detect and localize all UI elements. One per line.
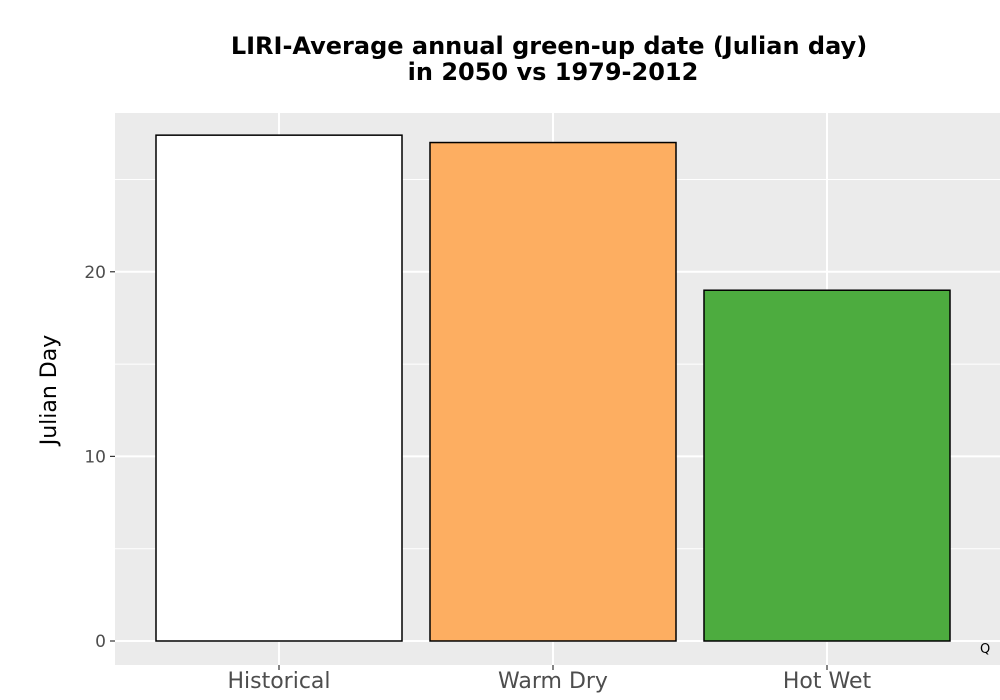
x-tick-label: Historical	[227, 669, 330, 694]
bars	[155, 134, 951, 642]
x-axis: Historical Warm Dry Hot Wet	[227, 665, 871, 694]
x-tick-label: Warm Dry	[498, 669, 608, 694]
y-axis: 0 10 20	[84, 263, 115, 652]
y-tick-label: 20	[84, 263, 106, 283]
y-tick-label: 10	[84, 447, 106, 467]
y-tick-label: 0	[95, 632, 106, 652]
chart-title-line-1: LIRI-Average annual green-up date (Julia…	[231, 32, 867, 60]
bar-historical	[155, 134, 403, 642]
bar-warm-dry	[429, 141, 677, 642]
x-tick-label: Hot Wet	[783, 669, 872, 694]
chart-title-line-2: in 2050 vs 1979-2012	[408, 58, 699, 86]
corner-mark-label: Q	[980, 642, 990, 657]
y-axis-title: Julian Day	[37, 335, 62, 448]
bar-hot-wet	[703, 289, 951, 642]
